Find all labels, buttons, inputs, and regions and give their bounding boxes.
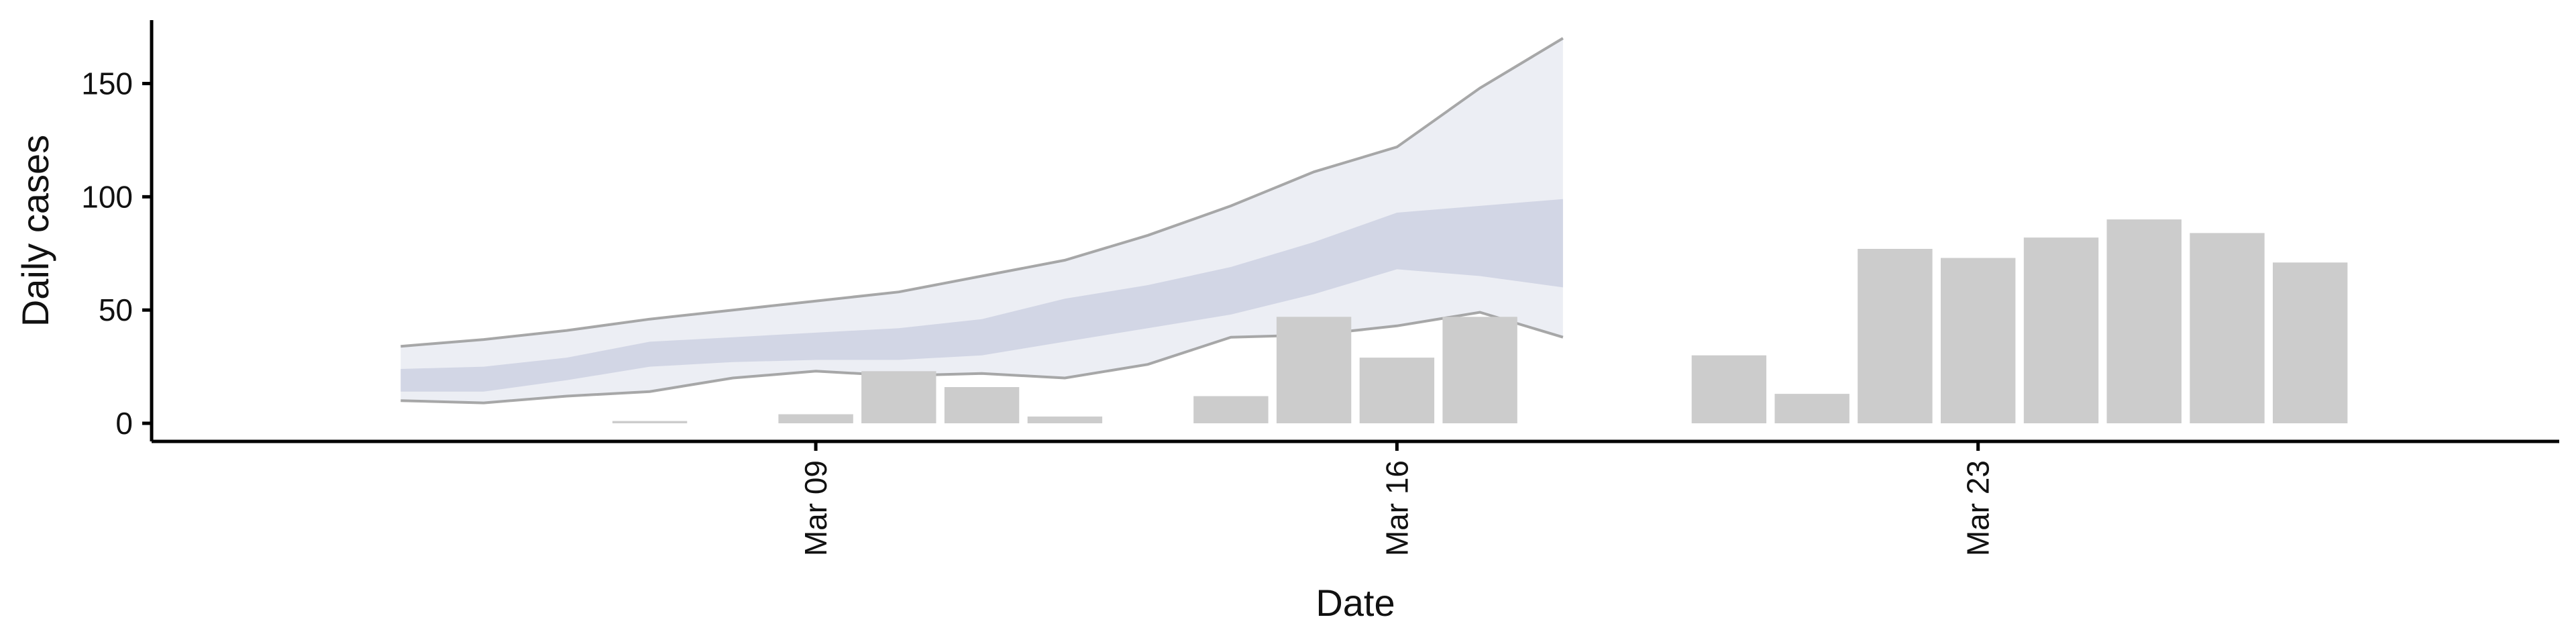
y-axis-title: Daily cases [14, 135, 56, 327]
x-axis-title: Date [1316, 582, 1395, 624]
case-bar [1276, 317, 1352, 423]
case-bar [2106, 219, 2182, 423]
case-bar [1193, 396, 1269, 423]
projection-ribbons [400, 37, 1564, 405]
y-tick-label: 50 [99, 292, 133, 327]
case-bar [778, 414, 853, 423]
y-tick-label: 0 [115, 406, 133, 441]
case-bar [1941, 258, 2016, 423]
x-axis-ticks: Mar 09 Mar 16 Mar 23 [798, 441, 1996, 556]
case-bar [1691, 355, 1767, 423]
outer-interval-band [400, 38, 1563, 403]
inner-interval-band [400, 199, 1563, 392]
case-bars [612, 219, 2348, 423]
case-bar [612, 421, 688, 423]
case-bar [1774, 394, 1849, 423]
case-bar [944, 387, 1020, 423]
case-bar [1359, 358, 1435, 423]
case-bar [1858, 249, 1933, 423]
y-tick-label: 150 [81, 66, 133, 101]
case-bar [2190, 233, 2265, 423]
case-bar [861, 371, 936, 423]
x-tick-label: Mar 16 [1379, 460, 1414, 556]
case-bar [2023, 237, 2099, 423]
case-bar [1442, 317, 1517, 423]
y-tick-label: 100 [81, 179, 133, 214]
outer-band-upper-line [400, 37, 1564, 348]
case-bar [2273, 262, 2348, 423]
axes [150, 20, 2559, 443]
x-tick-label: Mar 09 [798, 460, 833, 556]
outer-band-lower-line [400, 311, 1564, 405]
x-tick-label: Mar 23 [1961, 460, 1996, 556]
y-axis-ticks: 0 50 100 150 [81, 66, 152, 441]
case-bar [1027, 416, 1103, 423]
